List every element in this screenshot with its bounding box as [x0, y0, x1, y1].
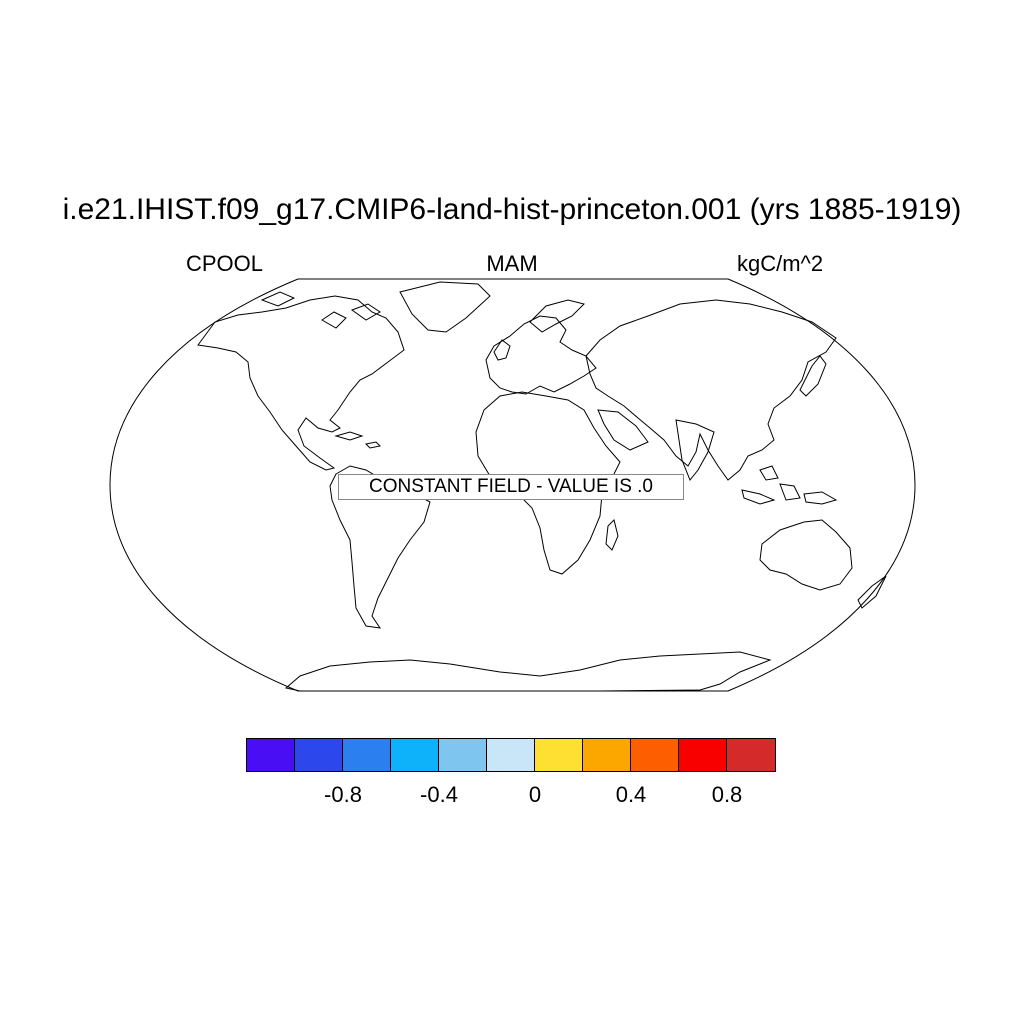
colorbar-box — [631, 739, 679, 771]
coast-british-isles — [493, 339, 511, 361]
map-outline — [109, 278, 916, 692]
coast-indonesia — [741, 465, 838, 505]
coast-north-america — [197, 295, 405, 471]
coast-japan — [799, 355, 827, 397]
colorbar — [246, 738, 776, 772]
colorbar-box — [343, 739, 391, 771]
coast-europe — [485, 315, 597, 395]
coast-greenland — [399, 281, 491, 333]
colorbar-box — [535, 739, 583, 771]
coast-caribbean — [334, 431, 382, 449]
coast-madagascar — [605, 519, 619, 551]
units-label: kgC/m^2 — [737, 251, 824, 276]
plot-title: i.e21.IHIST.f09_g17.CMIP6-land-hist-prin… — [62, 193, 962, 226]
colorbar-box — [295, 739, 343, 771]
coast-india — [675, 419, 715, 481]
colorbar-tick-label: -0.4 — [420, 782, 458, 807]
colorbar-tick-label: 0.8 — [711, 782, 743, 807]
coast-asia — [585, 299, 837, 481]
coast-new-zealand — [857, 575, 887, 609]
colorbar-box — [679, 739, 727, 771]
coast-arabia — [597, 409, 649, 451]
constant-field-notice: CONSTANT FIELD - VALUE IS .0 — [338, 474, 684, 500]
coast-australia — [759, 519, 853, 591]
coast-scandinavia — [529, 299, 585, 333]
coast-canada-arctic — [260, 291, 381, 329]
colorbar-box — [583, 739, 631, 771]
colorbar-box — [391, 739, 439, 771]
colorbar-box — [247, 739, 295, 771]
colorbar-tick-label: -0.8 — [324, 782, 362, 807]
colorbar-box — [487, 739, 535, 771]
season-label: MAM — [486, 251, 538, 276]
colorbar-box — [727, 739, 775, 771]
coast-antarctica — [284, 651, 772, 692]
variable-label: CPOOL — [186, 251, 264, 276]
colorbar-tick-label: 0 — [528, 782, 542, 807]
colorbar-tick-label: 0.4 — [615, 782, 647, 807]
colorbar-box — [439, 739, 487, 771]
